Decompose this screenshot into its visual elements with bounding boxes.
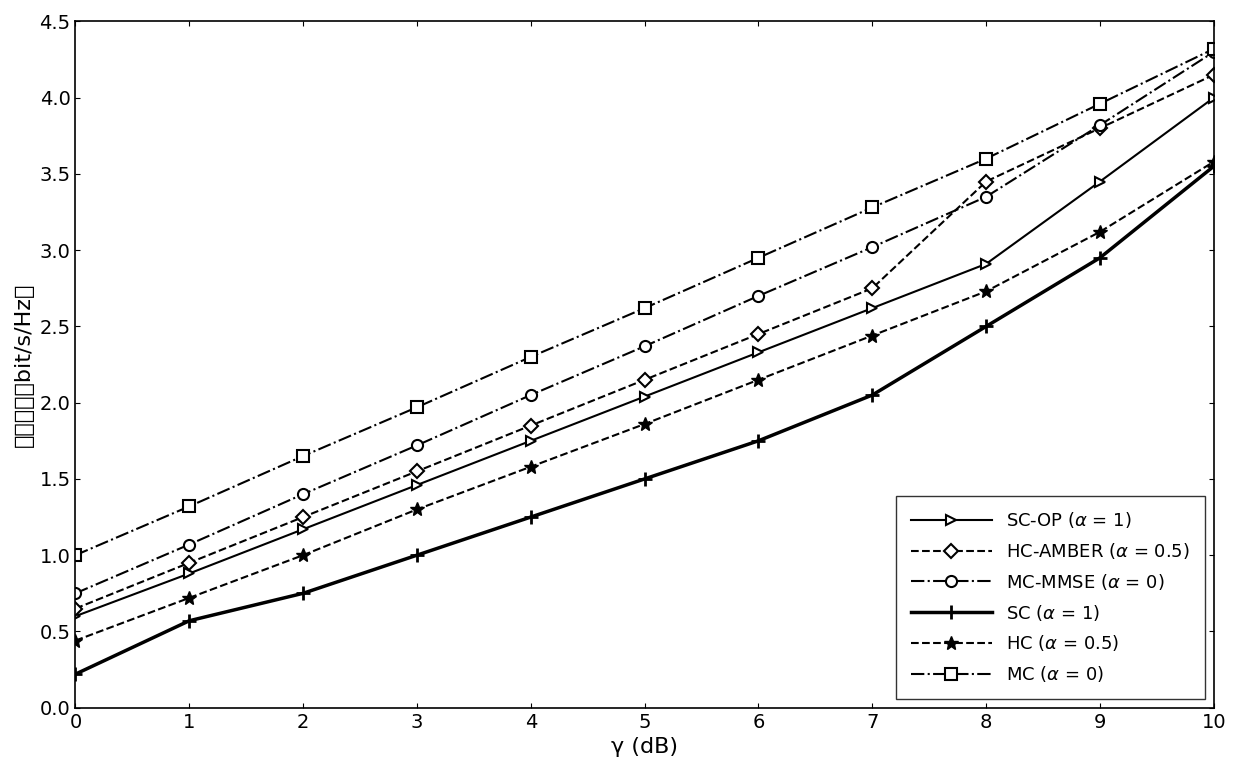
SC ($\alpha$ = 1) (637, 474, 652, 483)
MC-MMSE ($\alpha$ = 0) (978, 192, 993, 201)
HC-AMBER ($\alpha$ = 0.5) (637, 375, 652, 385)
HC ($\alpha$ = 0.5) (1207, 157, 1221, 167)
Line: MC-MMSE ($\alpha$ = 0): MC-MMSE ($\alpha$ = 0) (69, 46, 1219, 599)
HC ($\alpha$ = 0.5) (751, 375, 766, 385)
SC ($\alpha$ = 1) (182, 616, 197, 625)
HC-AMBER ($\alpha$ = 0.5) (409, 466, 424, 476)
MC-MMSE ($\alpha$ = 0) (864, 243, 879, 252)
SC ($\alpha$ = 1) (1092, 253, 1107, 262)
MC ($\alpha$ = 0) (295, 452, 310, 461)
HC-AMBER ($\alpha$ = 0.5) (182, 558, 197, 567)
SC ($\alpha$ = 1) (1207, 162, 1221, 171)
MC-MMSE ($\alpha$ = 0) (295, 490, 310, 499)
SC-OP ($\alpha$ = 1) (751, 348, 766, 357)
SC ($\alpha$ = 1) (68, 669, 83, 678)
HC-AMBER ($\alpha$ = 0.5) (523, 421, 538, 430)
Legend: SC-OP ($\alpha$ = 1), HC-AMBER ($\alpha$ = 0.5), MC-MMSE ($\alpha$ = 0), SC ($\a: SC-OP ($\alpha$ = 1), HC-AMBER ($\alpha$… (897, 496, 1205, 699)
MC-MMSE ($\alpha$ = 0) (523, 390, 538, 399)
MC ($\alpha$ = 0) (523, 352, 538, 362)
HC ($\alpha$ = 0.5) (182, 593, 197, 602)
MC-MMSE ($\alpha$ = 0) (68, 589, 83, 598)
SC ($\alpha$ = 1) (751, 436, 766, 446)
HC ($\alpha$ = 0.5) (523, 462, 538, 471)
HC ($\alpha$ = 0.5) (295, 550, 310, 560)
Line: HC-AMBER ($\alpha$ = 0.5): HC-AMBER ($\alpha$ = 0.5) (71, 70, 1219, 614)
MC ($\alpha$ = 0) (637, 304, 652, 313)
Line: SC-OP ($\alpha$ = 1): SC-OP ($\alpha$ = 1) (71, 93, 1219, 621)
MC-MMSE ($\alpha$ = 0) (637, 342, 652, 351)
HC ($\alpha$ = 0.5) (409, 505, 424, 514)
HC-AMBER ($\alpha$ = 0.5) (295, 513, 310, 522)
HC-AMBER ($\alpha$ = 0.5) (751, 329, 766, 338)
MC-MMSE ($\alpha$ = 0) (1207, 47, 1221, 56)
Line: HC ($\alpha$ = 0.5): HC ($\alpha$ = 0.5) (68, 155, 1220, 648)
MC ($\alpha$ = 0) (68, 550, 83, 560)
MC ($\alpha$ = 0) (1092, 99, 1107, 109)
MC-MMSE ($\alpha$ = 0) (1092, 120, 1107, 130)
SC-OP ($\alpha$ = 1) (864, 304, 879, 313)
SC ($\alpha$ = 1) (978, 322, 993, 331)
HC ($\alpha$ = 0.5) (1092, 227, 1107, 237)
MC ($\alpha$ = 0) (182, 502, 197, 511)
HC ($\alpha$ = 0.5) (637, 419, 652, 429)
MC-MMSE ($\alpha$ = 0) (751, 291, 766, 301)
SC-OP ($\alpha$ = 1) (1092, 177, 1107, 186)
SC ($\alpha$ = 1) (295, 589, 310, 598)
HC-AMBER ($\alpha$ = 0.5) (864, 284, 879, 293)
MC ($\alpha$ = 0) (409, 402, 424, 412)
HC ($\alpha$ = 0.5) (864, 331, 879, 340)
MC ($\alpha$ = 0) (751, 253, 766, 262)
HC-AMBER ($\alpha$ = 0.5) (68, 604, 83, 613)
SC ($\alpha$ = 1) (409, 550, 424, 560)
SC-OP ($\alpha$ = 1) (523, 436, 538, 446)
HC-AMBER ($\alpha$ = 0.5) (1092, 123, 1107, 133)
SC-OP ($\alpha$ = 1) (637, 392, 652, 401)
SC-OP ($\alpha$ = 1) (182, 569, 197, 578)
X-axis label: γ (dB): γ (dB) (611, 737, 678, 757)
SC-OP ($\alpha$ = 1) (295, 524, 310, 534)
HC-AMBER ($\alpha$ = 0.5) (1207, 70, 1221, 79)
MC ($\alpha$ = 0) (978, 154, 993, 163)
SC-OP ($\alpha$ = 1) (978, 259, 993, 268)
SC ($\alpha$ = 1) (864, 390, 879, 399)
Line: SC ($\alpha$ = 1): SC ($\alpha$ = 1) (68, 160, 1220, 681)
SC ($\alpha$ = 1) (523, 513, 538, 522)
HC ($\alpha$ = 0.5) (978, 287, 993, 296)
Line: MC ($\alpha$ = 0): MC ($\alpha$ = 0) (69, 43, 1219, 561)
HC ($\alpha$ = 0.5) (68, 636, 83, 645)
HC-AMBER ($\alpha$ = 0.5) (978, 177, 993, 186)
MC-MMSE ($\alpha$ = 0) (409, 441, 424, 450)
SC-OP ($\alpha$ = 1) (68, 611, 83, 621)
Y-axis label: 可达速率（bit/s/Hz）: 可达速率（bit/s/Hz） (14, 282, 33, 446)
SC-OP ($\alpha$ = 1) (409, 480, 424, 490)
MC ($\alpha$ = 0) (1207, 44, 1221, 53)
MC-MMSE ($\alpha$ = 0) (182, 540, 197, 549)
SC-OP ($\alpha$ = 1) (1207, 93, 1221, 103)
MC ($\alpha$ = 0) (864, 203, 879, 212)
